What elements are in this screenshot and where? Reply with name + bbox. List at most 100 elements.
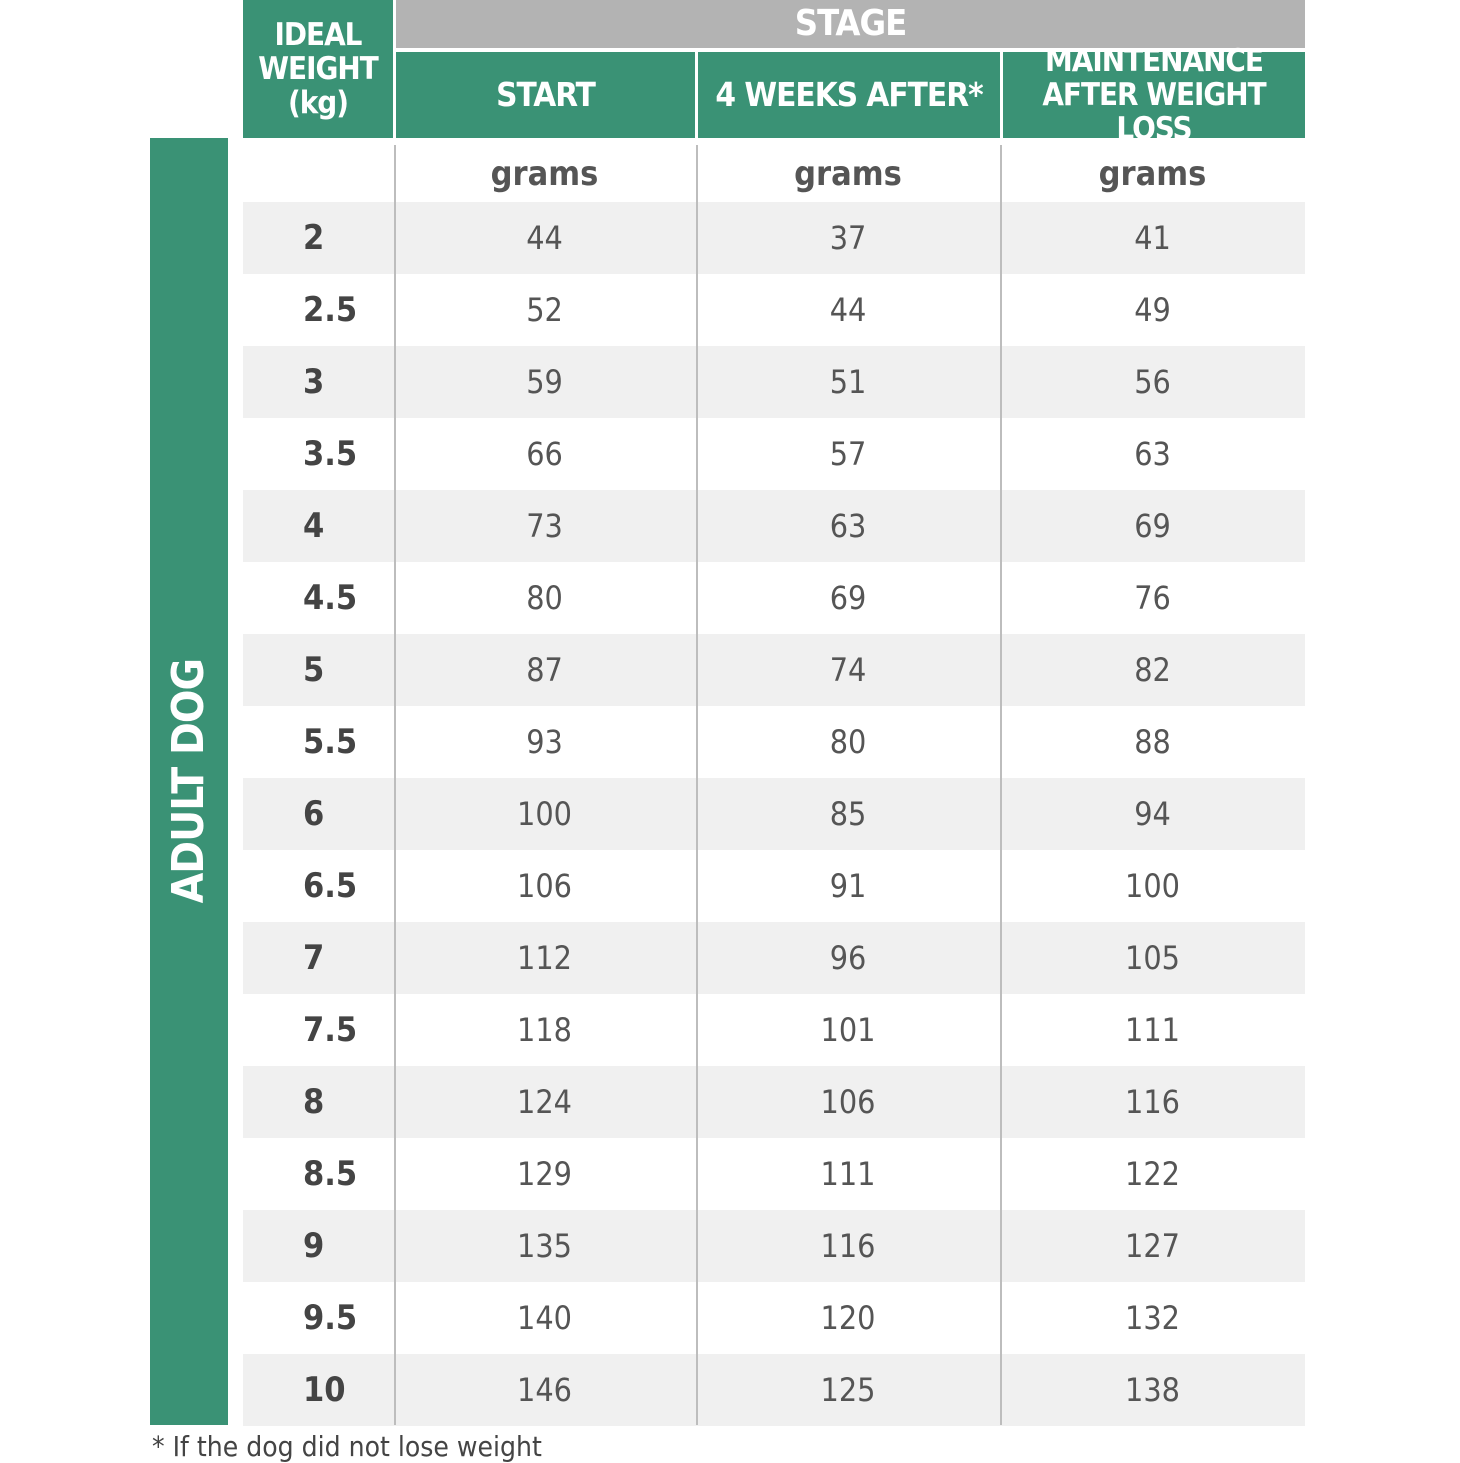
grams-cell: 57 [829, 435, 867, 473]
grams-cell: 73 [526, 507, 563, 545]
divider [1000, 145, 1002, 1425]
grams-cell: 69 [829, 579, 867, 617]
table-row: 7 112 96 105 [243, 922, 1305, 994]
weight-cell: 9 [303, 1226, 325, 1266]
grams-cell: 100 [1125, 867, 1180, 905]
weight-cell: 7.5 [303, 1010, 358, 1050]
grams-cell: 146 [517, 1371, 572, 1409]
grams-cell: 112 [517, 939, 572, 977]
weight-cell: 8.5 [303, 1154, 358, 1194]
grams-cell: 56 [1134, 363, 1171, 401]
table-row: 9.5 140 120 132 [243, 1282, 1305, 1354]
unit-label: grams [490, 153, 599, 194]
table-row: 2 44 37 41 [243, 202, 1305, 274]
grams-cell: 140 [517, 1299, 572, 1337]
grams-cell: 41 [1134, 219, 1171, 257]
divider [394, 145, 396, 1425]
grams-cell: 59 [526, 363, 563, 401]
grams-cell: 44 [526, 219, 563, 257]
table-row: 3 59 51 56 [243, 346, 1305, 418]
weight-cell: 6.5 [303, 866, 358, 906]
table-row: 5 87 74 82 [243, 634, 1305, 706]
weight-cell: 4 [303, 506, 325, 546]
table-row: 2.5 52 44 49 [243, 274, 1305, 346]
grams-cell: 37 [829, 219, 867, 257]
grams-cell: 106 [820, 1083, 876, 1121]
grams-cell: 116 [820, 1227, 876, 1265]
maintenance-header: MAINTENANCE AFTER WEIGHT LOSS [1003, 44, 1305, 146]
footnote: * If the dog did not lose weight [152, 1430, 542, 1463]
weight-cell: 3.5 [303, 434, 358, 474]
grams-cell: 80 [526, 579, 563, 617]
grams-cell: 124 [517, 1083, 572, 1121]
grams-cell: 125 [820, 1371, 876, 1409]
grams-cell: 138 [1125, 1371, 1180, 1409]
grams-cell: 120 [820, 1299, 876, 1337]
grams-cell: 63 [1134, 435, 1171, 473]
unit-label: grams [794, 153, 902, 194]
grams-cell: 69 [1134, 507, 1171, 545]
divider [696, 145, 698, 1425]
grams-cell: 49 [1134, 291, 1171, 329]
table-row: 10 146 125 138 [243, 1354, 1305, 1426]
weight-cell: 7 [303, 938, 325, 978]
weight-cell: 6 [303, 794, 325, 834]
weight-cell: 2.5 [303, 290, 358, 330]
adult-dog-label: ADULT DOG [150, 138, 228, 1425]
grams-cell: 93 [526, 723, 563, 761]
grams-cell: 85 [829, 795, 867, 833]
grams-cell: 135 [517, 1227, 572, 1265]
grams-cell: 100 [517, 795, 572, 833]
table-row: 5.5 93 80 88 [243, 706, 1305, 778]
grams-cell: 129 [517, 1155, 572, 1193]
table-row: 6 100 85 94 [243, 778, 1305, 850]
grams-cell: 44 [829, 291, 867, 329]
weight-cell: 2 [303, 218, 325, 258]
start-header: START [396, 52, 695, 138]
table-row: 8 124 106 116 [243, 1066, 1305, 1138]
grams-cell: 51 [829, 363, 867, 401]
grams-cell: 63 [829, 507, 867, 545]
stage-header: STAGE [396, 0, 1305, 48]
grams-cell: 80 [829, 723, 867, 761]
table-row: 7.5 118 101 111 [243, 994, 1305, 1066]
grams-cell: 122 [1125, 1155, 1180, 1193]
grams-cell: 101 [820, 1011, 876, 1049]
unit-label: grams [1098, 153, 1207, 194]
table-row: 6.5 106 91 100 [243, 850, 1305, 922]
table-row: 9 135 116 127 [243, 1210, 1305, 1282]
grams-cell: 52 [526, 291, 563, 329]
grams-cell: 88 [1134, 723, 1171, 761]
weight-cell: 8 [303, 1082, 325, 1122]
grams-cell: 105 [1125, 939, 1180, 977]
weight-cell: 5.5 [303, 722, 358, 762]
unit-row: grams grams grams [243, 145, 1305, 202]
four-weeks-after-header: 4 WEEKS AFTER* [698, 52, 1000, 138]
weight-cell: 4.5 [303, 578, 358, 618]
table-row: 8.5 129 111 122 [243, 1138, 1305, 1210]
ideal-weight-header: IDEAL WEIGHT (kg) [243, 0, 393, 138]
grams-cell: 82 [1134, 651, 1171, 689]
grams-cell: 118 [517, 1011, 572, 1049]
grams-cell: 94 [1134, 795, 1171, 833]
grams-cell: 87 [526, 651, 563, 689]
weight-cell: 3 [303, 362, 325, 402]
weight-cell: 9.5 [303, 1298, 358, 1338]
table-row: 4.5 80 69 76 [243, 562, 1305, 634]
grams-cell: 66 [526, 435, 563, 473]
grams-cell: 106 [517, 867, 572, 905]
grams-cell: 111 [1125, 1011, 1180, 1049]
grams-cell: 127 [1125, 1227, 1180, 1265]
grams-cell: 116 [1125, 1083, 1180, 1121]
grams-cell: 76 [1134, 579, 1171, 617]
weight-cell: 5 [303, 650, 325, 690]
weight-cell: 10 [303, 1370, 346, 1410]
grams-cell: 91 [829, 867, 867, 905]
table-row: 3.5 66 57 63 [243, 418, 1305, 490]
grams-cell: 132 [1125, 1299, 1180, 1337]
grams-cell: 74 [829, 651, 867, 689]
grams-cell: 96 [829, 939, 867, 977]
grams-cell: 111 [820, 1155, 876, 1193]
table-row: 4 73 63 69 [243, 490, 1305, 562]
adult-dog-text: ADULT DOG [162, 659, 214, 904]
